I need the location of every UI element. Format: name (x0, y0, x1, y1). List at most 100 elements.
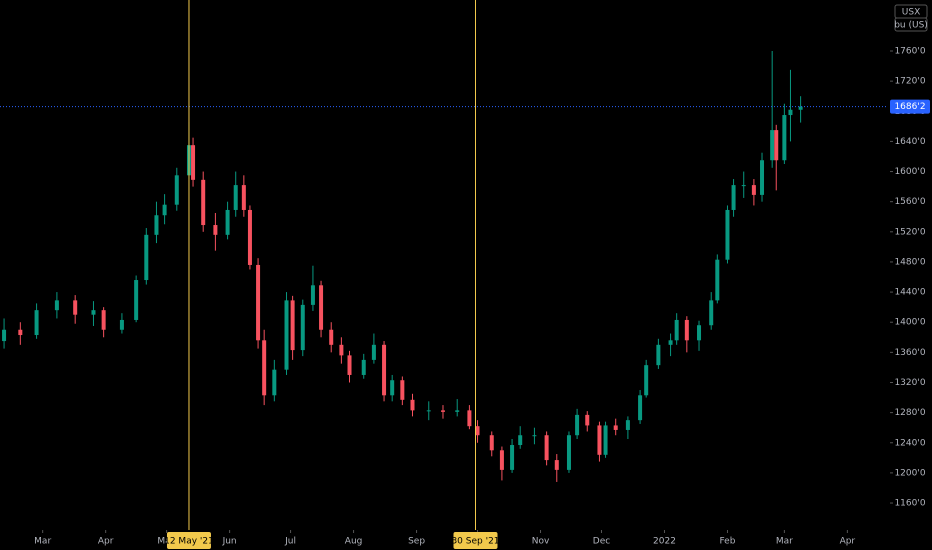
candle-body (426, 410, 431, 412)
candle-body (91, 310, 96, 315)
x-tick-label: Jun (222, 537, 237, 547)
candle-body (544, 435, 549, 461)
y-tick-label: 1520'0 (894, 227, 925, 237)
candle-body (782, 115, 787, 161)
candle-body (339, 344, 344, 356)
last-price-box (890, 99, 930, 114)
y-tick-label: 1160'0 (894, 499, 925, 509)
candle-body (284, 300, 289, 370)
candle-body (788, 109, 793, 116)
marker-label: 30 Sep '21 (451, 537, 499, 547)
y-tick-label: 1400'0 (894, 318, 925, 328)
candle-body (262, 340, 267, 396)
candle-body (603, 425, 608, 455)
candle-body (585, 414, 590, 426)
x-tick-label: Apr (840, 537, 856, 547)
candle-body (390, 380, 395, 396)
candle-body (154, 215, 159, 235)
x-tick-label: Feb (720, 537, 736, 547)
candle-body (597, 425, 602, 455)
candle-body (162, 204, 167, 216)
candle-body (770, 130, 775, 161)
x-tick-label: Jul (284, 537, 296, 547)
candle-body (300, 304, 305, 351)
candle-body (272, 369, 277, 396)
candle-body (225, 209, 230, 235)
y-tick-label: 1320'0 (894, 378, 925, 388)
candle-body (741, 185, 746, 187)
y-tick-label: 1360'0 (894, 348, 925, 358)
last-price-label: 1686'2 (894, 102, 925, 112)
candle-body (54, 300, 59, 311)
candle-body (191, 145, 196, 180)
x-tick-label: Sep (408, 537, 425, 547)
candle-body (613, 425, 618, 430)
candle-body (134, 280, 139, 320)
candle-body (644, 365, 649, 396)
candle-body (119, 319, 124, 330)
marker-box (166, 532, 211, 549)
candle-body (467, 410, 472, 427)
x-tick-label: Aug (345, 537, 363, 547)
candle-body (638, 395, 643, 421)
y-tick-label: 1440'0 (894, 288, 925, 298)
y-tick-label: 1280'0 (894, 408, 925, 418)
candle-body (73, 300, 78, 315)
candle-body (382, 344, 387, 396)
candle-body (499, 450, 504, 470)
candle-body (213, 225, 218, 235)
y-tick-label: 1720'0 (894, 77, 925, 87)
candle-body (233, 185, 238, 210)
candle-body (674, 319, 679, 341)
candle-body (201, 179, 206, 226)
candle-body (751, 185, 756, 195)
candle-body (715, 259, 720, 301)
candle-body (329, 329, 334, 345)
y-tick-label: 1240'0 (894, 438, 925, 448)
y-tick-label: 1480'0 (894, 257, 925, 267)
y-tick-label: 1640'0 (894, 137, 925, 147)
x-tick-label: Apr (98, 537, 114, 547)
candle-body (319, 285, 324, 330)
candle-body (656, 344, 661, 366)
candle-body (347, 355, 352, 375)
x-tick-label: Mar (34, 537, 51, 547)
y-tick-label: 1760'0 (894, 47, 925, 57)
candle-body (518, 435, 523, 446)
y-tick-label: 1600'0 (894, 167, 925, 177)
candle-body (760, 160, 765, 195)
candle-body (566, 435, 571, 470)
candle-body (709, 300, 714, 326)
candle-body (18, 329, 23, 336)
candle-body (532, 435, 537, 437)
candle-body (774, 130, 779, 161)
candle-body (361, 359, 366, 375)
x-tick-label: 2022 (653, 537, 676, 547)
candle-body (400, 380, 405, 400)
candle-body (697, 325, 702, 341)
candle-body (731, 185, 736, 210)
x-tick-label: May (157, 537, 176, 547)
candle-body (475, 426, 480, 436)
candle-body (290, 300, 295, 351)
axes: 1160'0 1200'0 1240'0 1280'0 1320'0 1360'0 1400… (34, 47, 926, 547)
candle-body (2, 329, 7, 342)
candle-body (668, 340, 673, 345)
candle-body (510, 445, 515, 470)
candle-body (798, 106, 803, 110)
currency: USX (902, 8, 920, 18)
candle-body (725, 209, 730, 260)
candle-body (371, 344, 376, 360)
candle-body (455, 410, 460, 412)
marker-box (453, 532, 498, 549)
candle-body (144, 234, 149, 281)
y-tick-label: 1560'0 (894, 197, 925, 207)
unit-box (894, 17, 928, 32)
candle-body (256, 264, 261, 341)
candle-body (625, 420, 630, 430)
candle-body (174, 175, 179, 205)
